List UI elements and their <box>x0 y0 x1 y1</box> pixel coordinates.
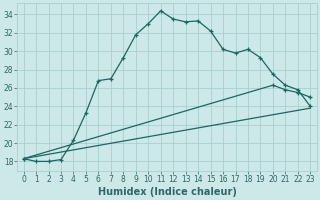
X-axis label: Humidex (Indice chaleur): Humidex (Indice chaleur) <box>98 187 236 197</box>
